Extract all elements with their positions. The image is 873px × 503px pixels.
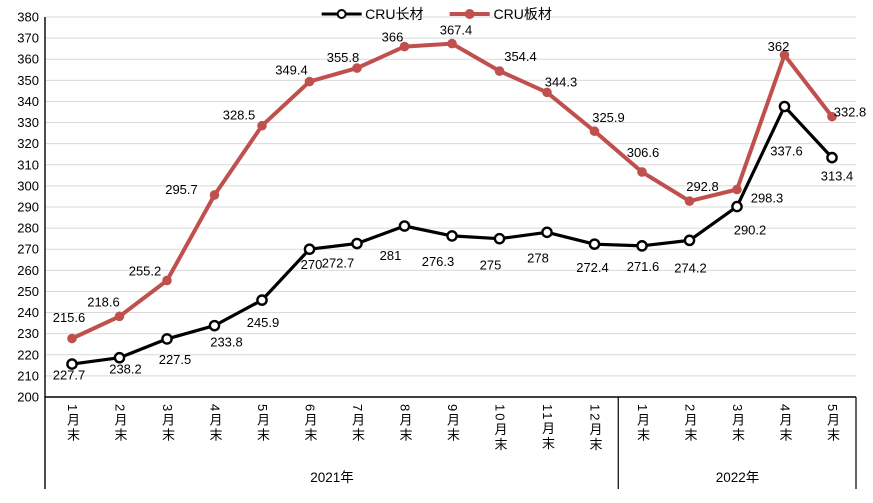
data-label: 349.4 <box>275 63 308 78</box>
data-point-marker <box>446 230 458 242</box>
data-label: 313.4 <box>821 169 854 184</box>
data-point-marker <box>589 126 600 137</box>
y-tick-label: 200 <box>17 390 39 405</box>
data-label: 298.3 <box>751 190 784 205</box>
y-tick-label: 290 <box>17 200 39 215</box>
data-point-marker <box>683 234 696 247</box>
legend-label-cru-long-products: CRU长材 <box>365 6 424 22</box>
y-tick-label: 270 <box>17 242 39 257</box>
y-tick-label: 250 <box>17 284 39 299</box>
data-point-marker <box>351 237 363 250</box>
data-label: 238.2 <box>109 361 142 376</box>
data-label: 274.2 <box>674 260 707 275</box>
data-point-marker <box>684 196 695 206</box>
data-label: 306.6 <box>627 145 660 160</box>
data-label: 344.3 <box>545 74 578 89</box>
data-label: 325.9 <box>592 110 625 125</box>
data-point-marker <box>304 76 315 87</box>
data-label: 227.5 <box>159 352 192 367</box>
data-point-marker <box>303 243 316 256</box>
data-label: 271.6 <box>627 259 660 274</box>
data-label: 227.7 <box>53 368 86 383</box>
year-group-label-2021: 2021年 <box>310 470 354 485</box>
data-point-marker <box>542 87 552 98</box>
data-point-marker <box>827 111 837 122</box>
data-label: 215.6 <box>53 310 86 325</box>
data-point-marker <box>637 167 647 177</box>
y-tick-label: 240 <box>17 305 39 320</box>
data-point-marker <box>399 41 410 52</box>
data-label: 275 <box>480 258 502 273</box>
data-point-marker <box>256 294 268 306</box>
y-tick-label: 340 <box>17 94 39 109</box>
data-label: 278 <box>527 250 549 265</box>
data-point-marker <box>113 351 126 364</box>
y-tick-label: 220 <box>17 347 39 362</box>
data-point-marker <box>447 38 457 49</box>
data-point-marker <box>257 120 267 131</box>
data-point-marker <box>114 311 125 322</box>
data-label: 276.3 <box>422 254 455 269</box>
y-tick-label: 210 <box>17 368 39 383</box>
legend-item-cru-flat-products: CRU板材 <box>449 4 552 24</box>
data-label: 290.2 <box>734 223 767 238</box>
data-point-marker <box>162 275 172 286</box>
data-point-marker <box>779 50 790 60</box>
data-label: 362 <box>768 39 790 54</box>
y-tick-label: 230 <box>17 326 39 341</box>
data-point-marker <box>67 333 77 344</box>
y-tick-label: 330 <box>17 115 39 130</box>
y-tick-label: 310 <box>17 157 39 172</box>
data-point-marker <box>209 190 220 200</box>
y-tick-label: 320 <box>17 136 39 151</box>
black-line-open-circle-marker-icon <box>321 7 362 21</box>
data-label: 337.6 <box>770 144 803 159</box>
y-tick-label: 280 <box>17 221 39 236</box>
year-group-label-2022: 2022年 <box>715 470 760 485</box>
legend-label-cru-flat-products: CRU板材 <box>493 6 552 22</box>
data-point-marker <box>541 226 553 239</box>
data-label: 367.4 <box>440 23 473 38</box>
data-label: 366 <box>382 30 404 45</box>
data-point-marker <box>588 238 601 250</box>
legend: CRU长材 CRU板材 <box>321 4 552 24</box>
data-label: 255.2 <box>129 263 162 278</box>
data-label: 354.4 <box>504 49 537 64</box>
data-label: 245.9 <box>247 315 280 330</box>
data-label: 355.8 <box>327 50 360 65</box>
red-line-filled-circle-marker-icon <box>449 7 490 21</box>
y-tick-label: 300 <box>17 178 39 193</box>
legend-item-cru-long-products: CRU长材 <box>321 4 424 24</box>
data-point-marker <box>731 200 743 213</box>
y-tick-label: 350 <box>17 73 39 88</box>
data-label: 272.7 <box>322 256 355 271</box>
data-label: 332.8 <box>834 105 867 120</box>
y-tick-label: 370 <box>17 31 39 46</box>
data-label: 295.7 <box>165 182 198 197</box>
data-point-marker <box>398 220 411 232</box>
data-point-marker <box>732 184 742 195</box>
data-point-marker <box>208 319 221 332</box>
y-tick-label: 380 <box>17 10 39 25</box>
data-point-marker <box>494 66 505 76</box>
data-label: 270 <box>301 257 323 272</box>
data-label: 281 <box>380 248 402 263</box>
data-point-marker <box>66 358 78 370</box>
data-label: 218.6 <box>87 295 120 310</box>
y-tick-label: 360 <box>17 52 39 67</box>
data-point-marker <box>161 333 173 345</box>
data-label: 328.5 <box>223 108 256 123</box>
data-point-marker <box>778 100 791 113</box>
data-label: 292.8 <box>686 179 719 194</box>
data-label: 272.4 <box>576 260 609 275</box>
y-tick-label: 260 <box>17 263 39 278</box>
data-point-marker <box>826 151 838 164</box>
data-point-marker <box>352 63 362 73</box>
data-label: 233.8 <box>210 335 243 350</box>
data-point-marker <box>636 240 648 252</box>
data-point-marker <box>493 232 506 245</box>
